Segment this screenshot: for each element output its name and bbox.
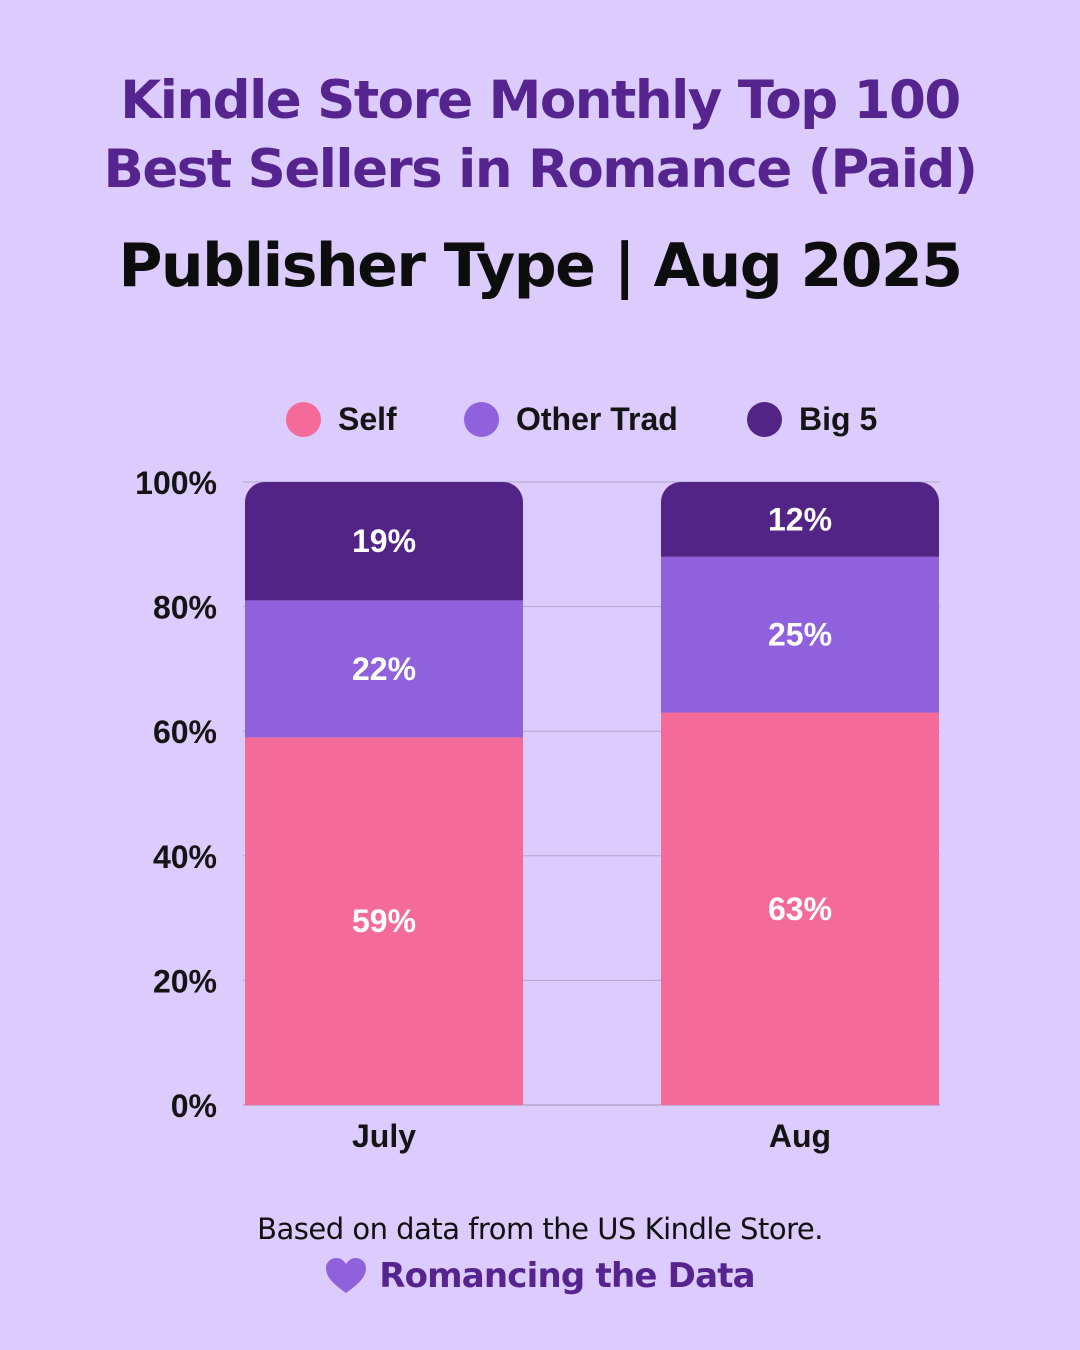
bar-segment-self-aug: [661, 712, 939, 1105]
bar-aug: [661, 482, 939, 1105]
legend-swatch-other-trad: [464, 401, 499, 437]
bar-segment-self-july: [245, 737, 523, 1105]
title-line-2: Best Sellers in Romance (Paid): [103, 139, 978, 200]
chart-legend: Self Other Trad Big 5: [0, 396, 1080, 442]
brand-name: Romancing the Data: [379, 1256, 755, 1296]
data-label-big5-july: 19%: [352, 523, 416, 559]
legend-swatch-big5: [747, 401, 782, 437]
bar-july: [245, 482, 523, 1105]
legend-label-self: Self: [338, 400, 397, 437]
title-line-1: Kindle Store Monthly Top 100: [120, 70, 961, 131]
heart-icon: [326, 1258, 367, 1293]
bar-segment-other-trad-july: [245, 600, 523, 738]
y-tick-label: 60%: [153, 714, 217, 750]
chart-subtitle: Publisher Type | Aug 2025: [118, 231, 963, 301]
data-label-other-trad-aug: 25%: [768, 617, 832, 653]
data-source-note: Based on data from the US Kindle Store.: [257, 1212, 823, 1246]
legend-item-self: Self: [286, 396, 397, 442]
brand-signature: Romancing the Data: [0, 1256, 1080, 1296]
bar-segment-big5-july: [245, 482, 523, 601]
y-tick-label: 20%: [153, 963, 217, 999]
y-tick-label: 80%: [153, 590, 217, 626]
y-tick-label: 100%: [135, 465, 217, 501]
data-label-self-july: 59%: [352, 903, 416, 939]
legend-item-other-trad: Other Trad: [464, 396, 678, 442]
x-tick-label-july: July: [352, 1118, 416, 1154]
y-tick-label: 40%: [153, 839, 217, 875]
legend-swatch-self: [286, 401, 321, 437]
legend-label-other-trad: Other Trad: [516, 400, 678, 437]
legend-item-big5: Big 5: [747, 396, 877, 442]
data-label-other-trad-july: 22%: [352, 651, 416, 687]
chart-title: Kindle Store Monthly Top 100 Best Seller…: [0, 66, 1080, 204]
legend-label-big5: Big 5: [799, 400, 878, 437]
y-tick-label: 0%: [171, 1088, 217, 1124]
bar-segment-big5-aug: [661, 482, 939, 557]
data-label-big5-aug: 12%: [768, 501, 832, 537]
bar-segment-other-trad-aug: [661, 556, 939, 713]
data-label-self-aug: 63%: [768, 891, 832, 927]
x-tick-label-aug: Aug: [769, 1118, 831, 1154]
